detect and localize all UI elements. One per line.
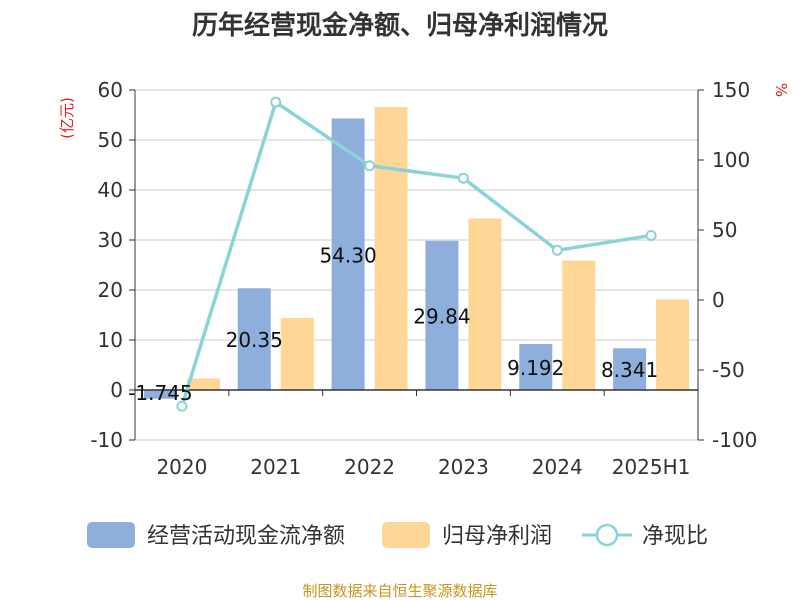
x-tick-label-2023: 2023 <box>438 455 489 479</box>
x-tick-label-2021: 2021 <box>250 455 301 479</box>
bar-profit-2020 <box>186 378 220 390</box>
left-tick-label: 0 <box>110 378 123 402</box>
x-tick-label-2020: 2020 <box>156 455 207 479</box>
right-tick-label: 0 <box>712 288 725 312</box>
ratio-line <box>176 96 657 412</box>
legend-label-1: 归母净利润 <box>442 524 552 549</box>
data-label-2024: 9.192 <box>507 356 564 380</box>
bar-cashflow-2021 <box>237 288 271 390</box>
data-label-2022: 54.30 <box>319 243 376 267</box>
right-tick-label: 100 <box>712 148 750 172</box>
data-label-2020: -1.745 <box>128 381 192 405</box>
left-axis: -10 0 10 20 30 40 50 60 <box>90 78 136 452</box>
right-tick-label: -50 <box>712 358 745 382</box>
left-tick-label: 10 <box>98 328 123 352</box>
x-tick-label-2025H1: 2025H1 <box>612 455 691 479</box>
left-tick-label: 20 <box>98 278 123 302</box>
ratio-point-2023 <box>457 172 469 184</box>
gridlines <box>135 89 698 441</box>
bar-cashflow-2020 <box>143 390 177 399</box>
ratio-point-2021 <box>270 96 282 108</box>
legend-swatch-0 <box>87 522 135 548</box>
x-tick-label-2024: 2024 <box>532 455 583 479</box>
ratio-point-2020 <box>176 400 188 412</box>
x-axis <box>134 389 699 396</box>
left-tick-label: 40 <box>98 178 123 202</box>
ratio-point-2025H1 <box>645 229 657 241</box>
bar-profit-2021 <box>280 318 314 390</box>
chart-title: 历年经营现金净额、归母净利润情况 <box>192 10 608 41</box>
data-label-2023: 29.84 <box>413 304 470 328</box>
left-axis-unit: (亿元) <box>58 97 76 139</box>
right-tick-label: 50 <box>712 218 737 242</box>
bar-cashflow-2025H1 <box>613 348 647 390</box>
left-tick-label: 30 <box>98 228 123 252</box>
legend-label-0: 经营活动现金流净额 <box>147 524 345 549</box>
legend-label-2: 净现比 <box>642 524 708 549</box>
right-axis-unit: % <box>772 83 790 97</box>
bar-profit-2025H1 <box>656 299 690 390</box>
left-tick-label: -10 <box>90 428 123 452</box>
ratio-point-2022 <box>364 160 376 172</box>
legend-marker-swatch <box>595 523 619 547</box>
left-tick-label: 60 <box>98 78 123 102</box>
ratio-point-2024 <box>551 244 563 256</box>
right-tick-label: 150 <box>712 78 750 102</box>
data-label-2025H1: 8.341 <box>601 358 658 382</box>
bar-cashflow-2022 <box>331 118 365 390</box>
legend: 经营活动现金流净额 归母净利润 净现比 <box>87 522 708 549</box>
bar-profit-2024 <box>562 260 596 390</box>
ratio-line-path <box>180 99 652 407</box>
bar-cashflow-2024 <box>519 344 553 390</box>
data-label-2021: 20.35 <box>226 328 283 352</box>
x-tick-label-2022: 2022 <box>344 455 395 479</box>
bar-cashflow-2023 <box>425 240 459 390</box>
bars <box>143 107 690 399</box>
bar-profit-2023 <box>468 218 502 390</box>
left-tick-label: 50 <box>98 128 123 152</box>
legend-swatch-1 <box>382 522 430 548</box>
right-axis: -100 -50 0 50 100 150 <box>697 78 757 452</box>
data-labels: -1.745 20.35 54.30 29.84 9.192 8.341 <box>128 243 658 405</box>
source-note: 制图数据来自恒生聚源数据库 <box>302 582 497 600</box>
right-tick-label: -100 <box>712 428 757 452</box>
x-tick-labels: 2020 2021 2022 2023 2024 2025H1 <box>156 455 690 479</box>
bar-profit-2022 <box>374 107 408 390</box>
